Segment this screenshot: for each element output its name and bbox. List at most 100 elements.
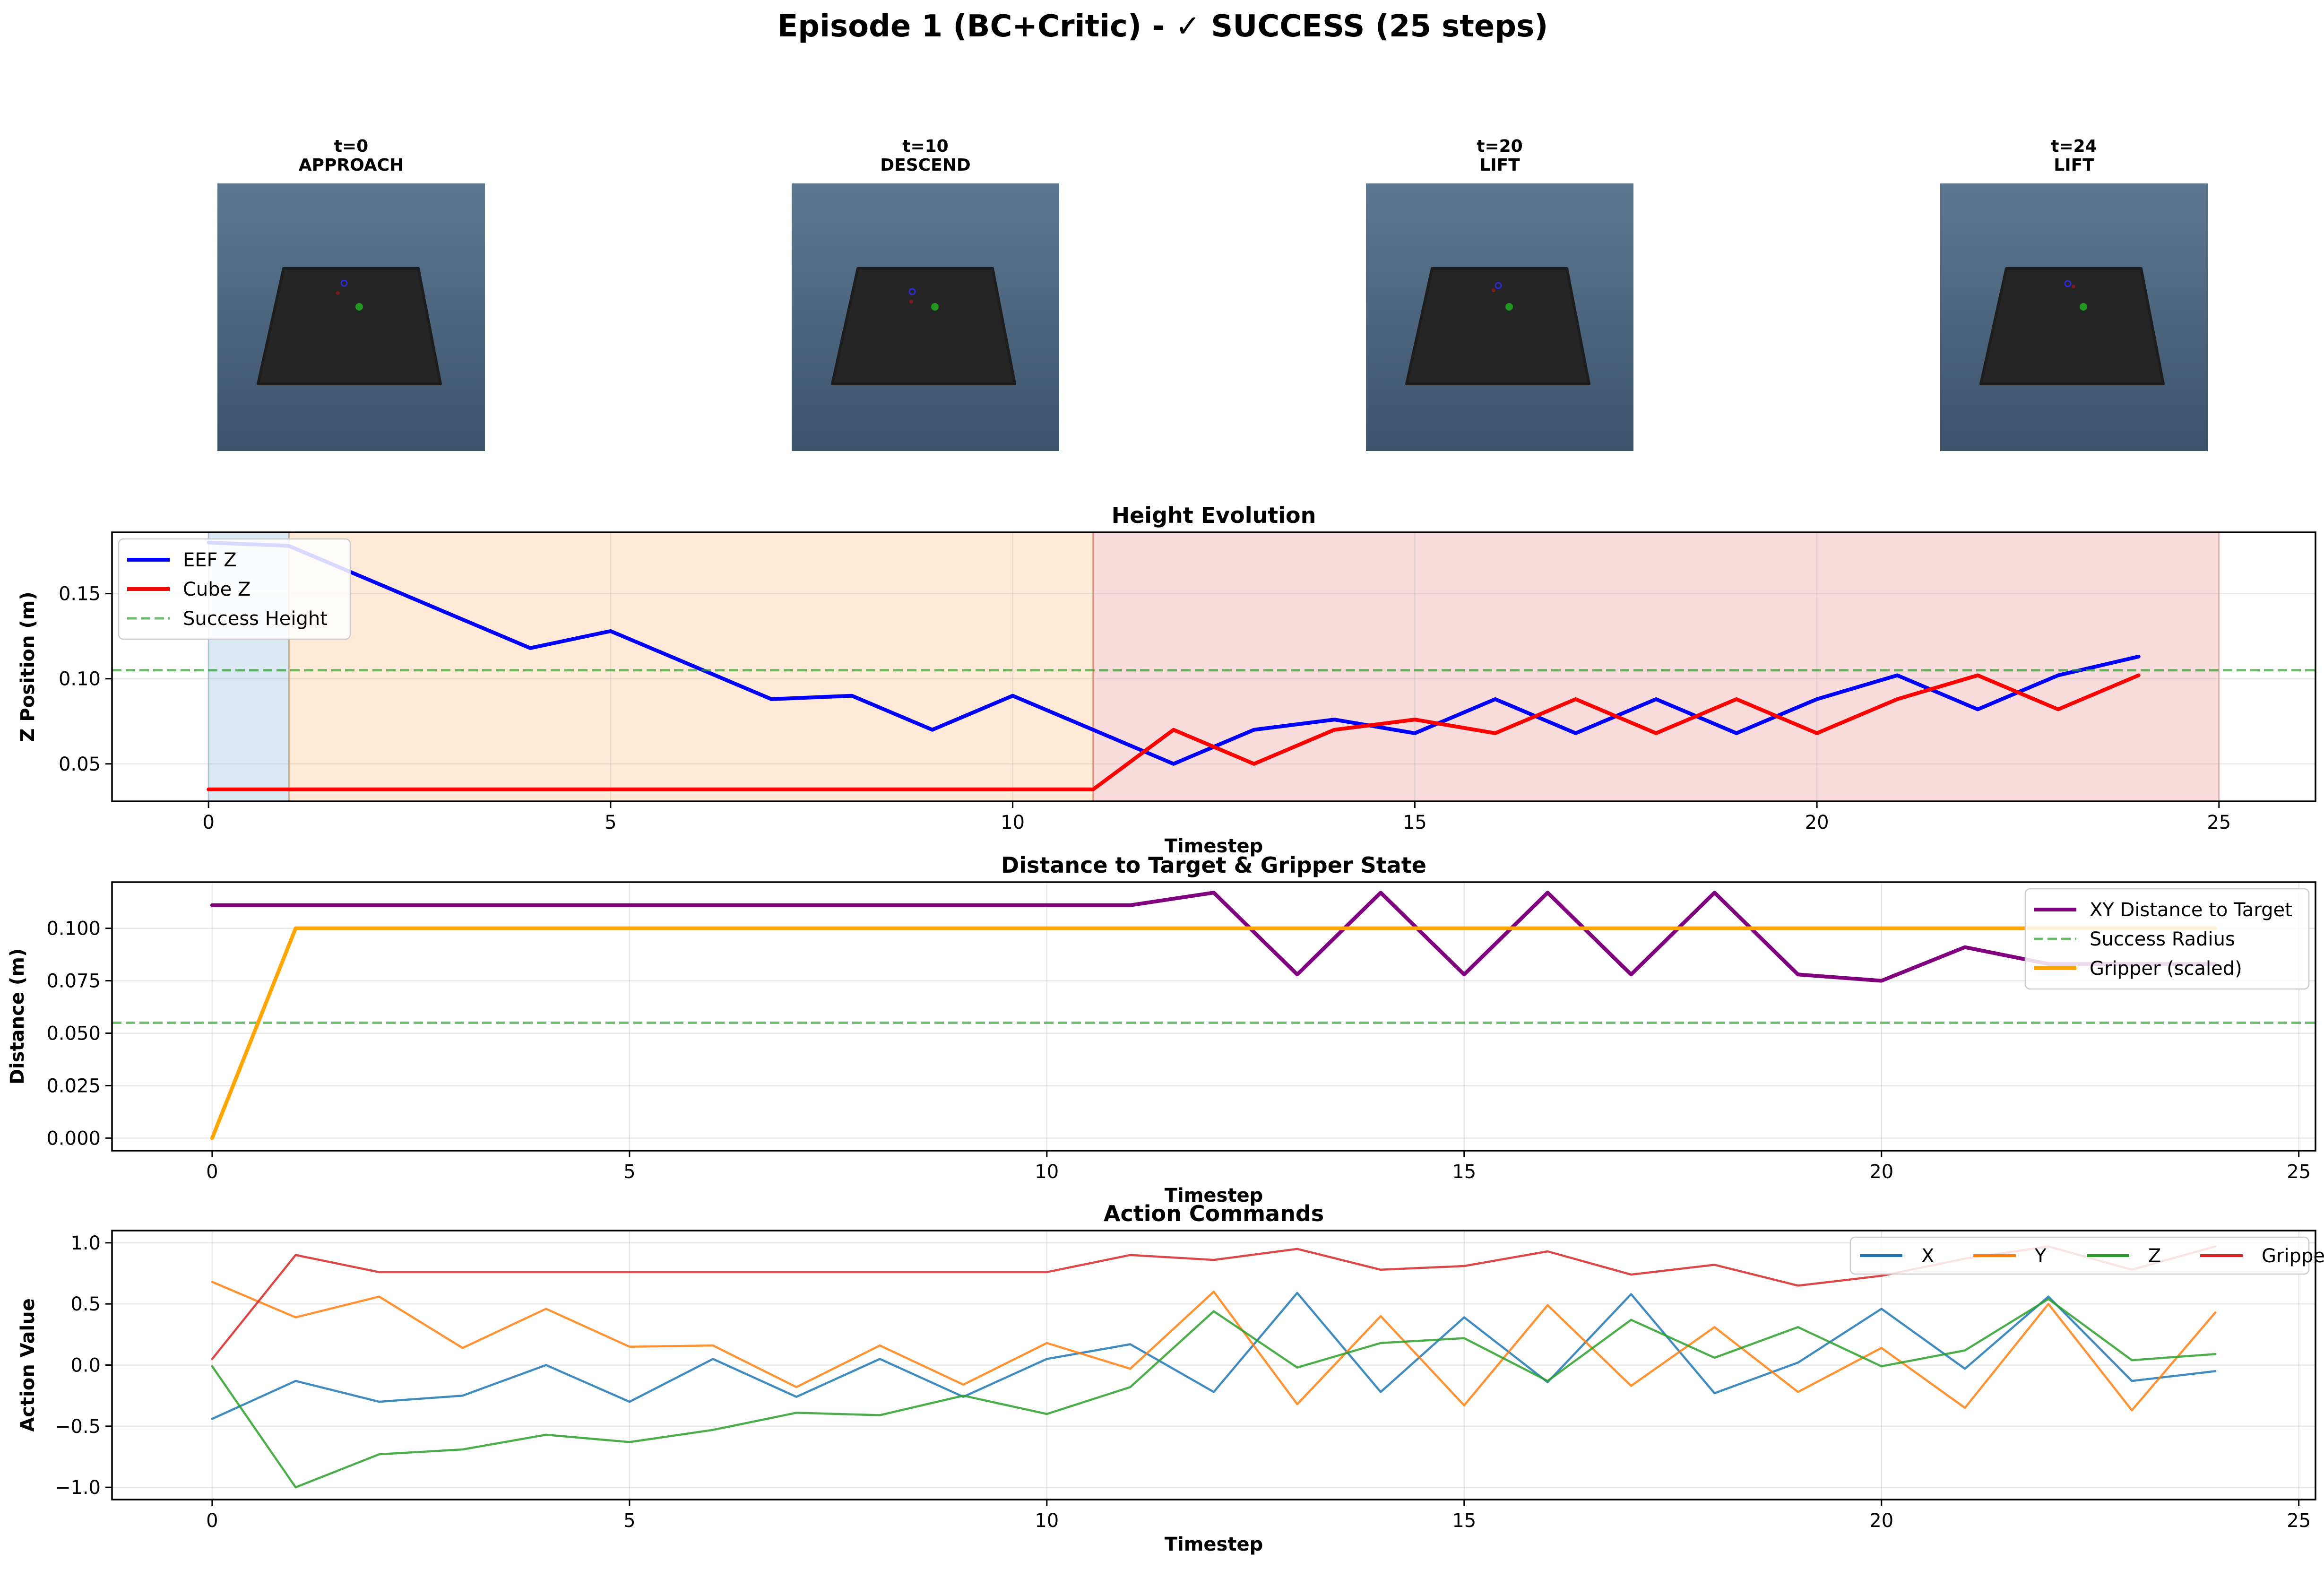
target-marker-icon [908, 288, 916, 295]
x-tick-label: 20 [1805, 812, 1829, 833]
y-tick-label: 1.0 [70, 1232, 101, 1254]
chart-title: Distance to Target & Gripper State [1001, 852, 1426, 878]
series-line-0 [210, 891, 2218, 983]
figure-title: Episode 1 (BC+Critic) - ✓ SUCCESS (25 st… [778, 9, 1548, 44]
frame-panel-2: t=10 DESCEND [792, 137, 1059, 451]
y-tick-label: 0.075 [46, 971, 101, 992]
frame-panel-1: t=0 APPROACH [217, 137, 485, 451]
frame-phase-label: LIFT [1479, 156, 1520, 175]
x-tick-label: 20 [1869, 1161, 1893, 1183]
y-tick-label: −1.0 [55, 1477, 101, 1499]
x-axis-label: Timestep [1165, 835, 1263, 857]
cube-marker-icon [931, 303, 939, 311]
legend-label: Z [2148, 1245, 2161, 1267]
y-tick-label: 0.000 [46, 1128, 101, 1149]
frame-panel-3: t=20 LIFT [1366, 137, 1633, 451]
gripper-marker-icon [1492, 288, 1495, 292]
frame-panel-4: t=24 LIFT [1940, 137, 2208, 451]
distance-gripper-chart: 0 5 10 15 20 25 0.000 0.025 0.050 0.075 0.100 Dista… [7, 852, 2316, 1206]
x-tick-label: 0 [202, 812, 214, 833]
x-tick-label: 25 [2207, 812, 2231, 833]
legend: EEF Z Cube Z Success Height [118, 538, 351, 640]
frame-time-label: t=0 [334, 137, 368, 156]
legend-label: XY Distance to Target [2090, 899, 2292, 921]
frame-phase-label: LIFT [2054, 156, 2094, 175]
y-tick-label: −0.5 [55, 1416, 101, 1438]
series-line-0 [207, 540, 2141, 766]
legend-label: Gripper [2262, 1245, 2324, 1267]
x-tick-label: 15 [1452, 1161, 1476, 1183]
cube-marker-icon [355, 303, 363, 311]
y-tick-label: 0.100 [46, 918, 101, 940]
legend-label: X [1921, 1245, 1934, 1267]
x-axis-label: Timestep [1165, 1185, 1263, 1206]
table-surface [831, 267, 1016, 385]
chart-title: Height Evolution [1112, 503, 1316, 528]
y-axis-label: Z Position (m) [17, 591, 39, 742]
table-surface [257, 267, 442, 385]
y-axis-label: Distance (m) [7, 948, 28, 1084]
target-marker-icon [340, 279, 348, 287]
series-line-0 [211, 1292, 2217, 1420]
x-tick-label: 15 [1452, 1510, 1476, 1532]
legend-box [118, 538, 351, 640]
x-tick-label: 15 [1403, 812, 1427, 833]
legend-label: Gripper (scaled) [2090, 958, 2242, 980]
legend: XY Distance to Target Success Radius Gripp… [2024, 888, 2310, 990]
chart-title: Action Commands [1104, 1201, 1324, 1226]
cube-marker-icon [1505, 303, 1513, 311]
y-tick-label: 0.025 [46, 1075, 101, 1097]
plot-frame [111, 881, 2316, 1152]
x-tick-label: 0 [206, 1510, 218, 1532]
gripper-marker-icon [336, 291, 340, 295]
legend-label: Success Radius [2090, 928, 2235, 950]
legend-label: Success Height [183, 608, 328, 630]
x-tick-label: 25 [2287, 1510, 2311, 1532]
legend-box [1849, 1236, 2310, 1275]
y-tick-label: 0.15 [59, 583, 101, 605]
x-tick-label: 10 [1035, 1161, 1059, 1183]
series-line-3 [211, 1245, 2217, 1360]
legend: X Y Z Gripper [1849, 1236, 2324, 1275]
legend-label: EEF Z [183, 549, 237, 571]
frame-time-label: t=24 [2051, 137, 2097, 156]
series-line-2 [210, 926, 2218, 1140]
frame-strip: t=0 APPROACH t=10 DESCEND t=20 LIFT [217, 137, 2208, 451]
x-axis-label: Timestep [1165, 1534, 1263, 1555]
phase-band-2 [1092, 531, 2220, 802]
x-tick-label: 10 [1035, 1510, 1059, 1532]
y-tick-label: 0.10 [59, 668, 101, 690]
legend-label: Y [2034, 1245, 2047, 1267]
y-tick-label: 0.050 [46, 1023, 101, 1045]
x-tick-label: 0 [206, 1161, 218, 1183]
frame-time-label: t=10 [902, 137, 948, 156]
series-line-1 [207, 673, 2141, 791]
series-line-2 [211, 1298, 2217, 1489]
legend-label: Cube Z [183, 579, 251, 600]
x-tick-label: 5 [605, 812, 616, 833]
y-tick-label: 0.05 [59, 754, 101, 775]
series-line-1 [211, 1281, 2217, 1412]
target-marker-icon [1495, 282, 1502, 289]
cube-marker-icon [2080, 303, 2087, 311]
gripper-marker-icon [909, 300, 913, 304]
x-tick-label: 25 [2287, 1161, 2311, 1183]
target-marker-icon [2064, 280, 2072, 287]
frame-phase-label: DESCEND [880, 156, 970, 175]
y-tick-label: 0.5 [70, 1293, 101, 1315]
x-tick-label: 10 [1001, 812, 1025, 833]
y-axis-label: Action Value [17, 1298, 39, 1431]
legend-box [2024, 888, 2310, 990]
x-tick-label: 5 [623, 1510, 635, 1532]
height-evolution-chart: 0 5 10 15 20 25 0.05 0.10 0.15 Height Evolution Ti… [17, 503, 2316, 857]
frame-time-label: t=20 [1477, 137, 1522, 156]
table-surface [1405, 267, 1590, 385]
table-surface [1979, 267, 2165, 385]
x-tick-label: 20 [1869, 1510, 1893, 1532]
action-commands-chart: 0 5 10 15 20 25 −1.0 −0.5 0.0 0.5 1.0 Action Comman… [17, 1201, 2324, 1555]
gripper-marker-icon [2072, 285, 2075, 288]
y-tick-label: 0.0 [70, 1355, 101, 1377]
x-tick-label: 5 [623, 1161, 635, 1183]
plot-frame [111, 531, 2316, 802]
